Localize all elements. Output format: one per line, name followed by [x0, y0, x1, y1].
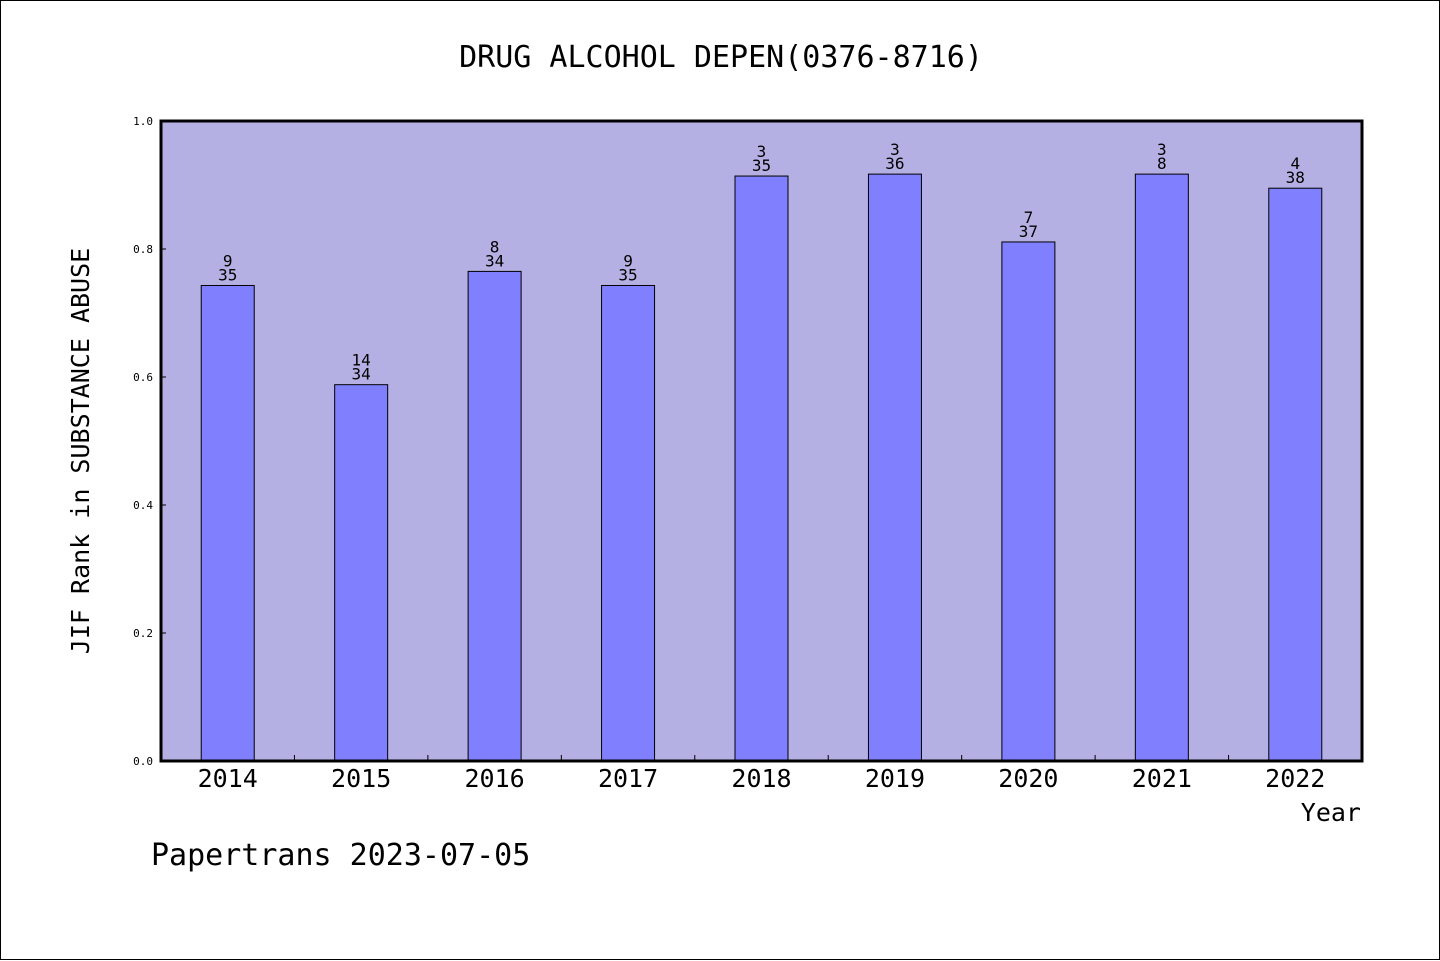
y-tick-label-0.6: 0.6 [133, 371, 153, 384]
footer-text: Papertrans 2023-07-05 [151, 838, 530, 873]
bar-label-rank-2021: 3 [1157, 140, 1167, 159]
bar-label-rank-2019: 3 [890, 140, 900, 159]
x-tick-label-2020: 2020 [998, 764, 1058, 793]
bar-2015 [334, 384, 389, 762]
x-axis-label: Year [1301, 798, 1361, 827]
plot-border [159, 119, 1364, 763]
bar-2021 [1134, 173, 1189, 762]
bar-2020 [1001, 241, 1056, 762]
y-axis: 0.0 0.2 0.4 0.6 0.8 1.0 [133, 115, 166, 768]
x-tick-label-2022: 2022 [1265, 764, 1325, 793]
x-tick-label-2015: 2015 [331, 764, 391, 793]
bar-label-rank-2016: 8 [490, 237, 500, 256]
x-tick-label-2019: 2019 [865, 764, 925, 793]
bar-label-total-2017: 35 [618, 265, 637, 284]
bar-2022 [1268, 187, 1323, 762]
bar-2014 [200, 284, 255, 762]
bar-label-rank-2020: 7 [1024, 208, 1034, 227]
bar-label-total-2018: 35 [752, 156, 771, 175]
bar-label-rank-2017: 9 [623, 251, 633, 270]
x-tick-label-2021: 2021 [1132, 764, 1192, 793]
x-tick-label-2014: 2014 [198, 764, 258, 793]
y-axis-label: JIF Rank in SUBSTANCE ABUSE [66, 248, 95, 654]
bar-2019 [867, 173, 922, 762]
bar-label-total-2014: 35 [218, 265, 237, 284]
y-tick-label-0.8: 0.8 [133, 243, 153, 256]
x-tick-label-2017: 2017 [598, 764, 658, 793]
bar-label-rank-2022: 4 [1290, 154, 1300, 173]
y-tick-label-1.0: 1.0 [133, 115, 153, 128]
y-tick-label-0.0: 0.0 [133, 755, 153, 768]
chart-title: DRUG ALCOHOL DEPEN(0376-8716) [459, 40, 983, 75]
bar-label-total-2016: 34 [485, 251, 504, 270]
bar-label-total-2015: 34 [352, 365, 371, 384]
x-tick-label-2016: 2016 [465, 764, 525, 793]
y-tick-label-0.2: 0.2 [133, 627, 153, 640]
x-axis: 2014 2015 2016 2017 2018 2019 2020 2021 2022 [198, 755, 1325, 793]
x-tick-label-2018: 2018 [731, 764, 791, 793]
bar-2018 [734, 175, 789, 762]
bar-label-rank-2014: 9 [223, 251, 233, 270]
bar-label-rank-2015: 14 [352, 351, 371, 370]
bar-label-rank-2018: 3 [757, 142, 767, 161]
bar-label-total-2019: 36 [885, 154, 904, 173]
bar-2017 [601, 284, 656, 762]
bar-2016 [467, 270, 522, 762]
bar-label-total-2021: 8 [1157, 154, 1167, 173]
bars-group [200, 173, 1323, 762]
bar-label-total-2022: 38 [1286, 168, 1305, 187]
bar-label-total-2020: 37 [1019, 222, 1038, 241]
y-tick-label-0.4: 0.4 [133, 499, 153, 512]
